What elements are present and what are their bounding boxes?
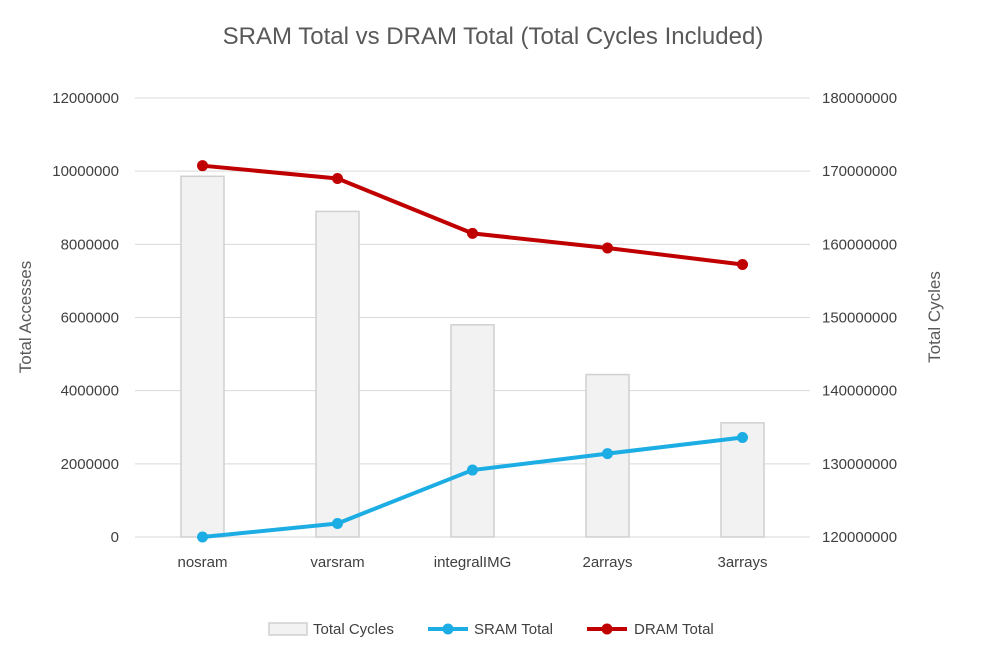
point-dram-total xyxy=(737,258,748,270)
right-tick-label: 180000000 xyxy=(822,90,897,107)
right-axis-title: Total Cycles xyxy=(925,271,944,363)
legend: Total Cycles SRAM Total DRAM Total xyxy=(268,621,714,638)
bar-total-cycles xyxy=(180,175,225,538)
left-tick-label: 12000000 xyxy=(52,90,119,107)
left-tick-label: 4000000 xyxy=(61,383,119,400)
right-tick-label: 170000000 xyxy=(822,163,897,180)
left-tick-label: 6000000 xyxy=(61,310,119,327)
right-tick-label: 120000000 xyxy=(822,529,897,546)
legend-label-sram-total: SRAM Total xyxy=(474,621,553,638)
point-sram-total xyxy=(737,431,748,443)
right-tick-label: 160000000 xyxy=(822,236,897,253)
point-dram-total xyxy=(332,172,343,184)
point-sram-total xyxy=(602,448,613,460)
left-axis-title: Total Accesses xyxy=(16,261,35,373)
bar-total-cycles xyxy=(315,210,360,538)
x-tick-label: nosram xyxy=(177,554,227,571)
x-tick-label: integralIMG xyxy=(434,554,512,571)
x-axis-ticks: nosram varsram integralIMG 2arrays 3arrays xyxy=(177,554,767,571)
left-axis-ticks: 0 2000000 4000000 6000000 8000000 10000000 120… xyxy=(52,90,119,546)
line-dram-total xyxy=(200,163,745,267)
point-sram-total xyxy=(332,517,343,529)
x-tick-label: 3arrays xyxy=(717,554,767,571)
point-sram-total xyxy=(467,464,478,476)
left-tick-label: 2000000 xyxy=(61,456,119,473)
right-tick-label: 130000000 xyxy=(822,456,897,473)
right-tick-label: 150000000 xyxy=(822,310,897,327)
point-sram-total xyxy=(197,531,208,543)
point-dram-total xyxy=(467,227,478,239)
legend-marker-sram-total xyxy=(442,623,454,635)
right-axis-ticks: 120000000 130000000 140000000 150000000 1600… xyxy=(822,90,897,546)
x-tick-label: 2arrays xyxy=(582,554,632,571)
legend-label-total-cycles: Total Cycles xyxy=(313,621,394,638)
line-series xyxy=(197,160,748,543)
point-dram-total xyxy=(197,160,208,172)
chart-title: SRAM Total vs DRAM Total (Total Cycles I… xyxy=(223,23,764,50)
left-tick-label: 10000000 xyxy=(52,163,119,180)
bar-total-cycles xyxy=(450,324,495,538)
x-tick-label: varsram xyxy=(310,554,364,571)
legend-marker-dram-total xyxy=(601,623,613,635)
left-tick-label: 0 xyxy=(111,529,119,546)
legend-swatch-total-cycles xyxy=(268,622,308,636)
right-tick-label: 140000000 xyxy=(822,383,897,400)
legend-label-dram-total: DRAM Total xyxy=(634,621,714,638)
left-tick-label: 8000000 xyxy=(61,236,119,253)
point-dram-total xyxy=(602,242,613,254)
